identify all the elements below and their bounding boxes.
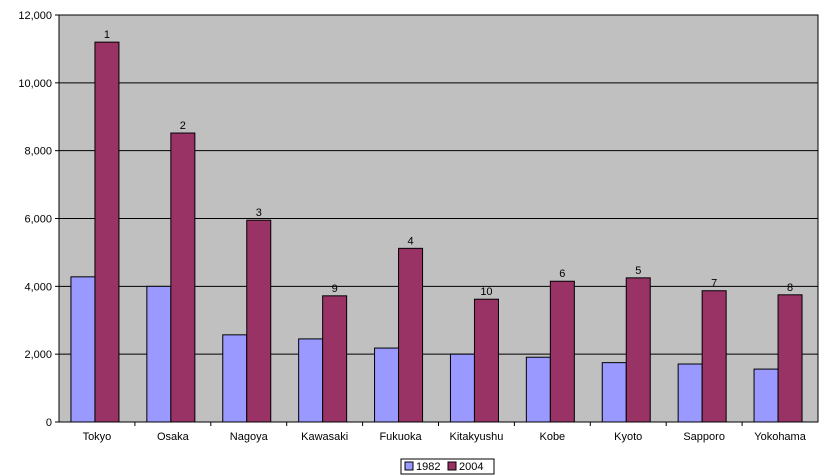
x-tick-label-kyoto: Kyoto: [614, 431, 642, 443]
x-tick-label-yokohama: Yokohama: [754, 431, 806, 443]
bar-1982-yokohama: [753, 368, 779, 423]
bar-2004-yokohama: [777, 294, 803, 423]
bar-2004-osaka: [170, 132, 196, 423]
x-tick-label-osaka: Osaka: [157, 431, 190, 443]
data-label-kawasaki: 9: [332, 283, 338, 295]
bar-1982-kawasaki: [298, 338, 324, 423]
data-label-tokyo: 1: [104, 29, 110, 41]
data-labels: 1 2 3 9 4 10 6 5 7 8: [104, 29, 793, 298]
bar-2004-kawasaki: [322, 295, 348, 423]
bar-2004-kobe: [549, 280, 575, 423]
legend-label-1982: 1982: [416, 461, 440, 473]
x-tick-label-kawasaki: Kawasaki: [301, 431, 348, 443]
legend-swatch-2004: [447, 461, 457, 471]
bars: [70, 41, 803, 423]
data-label-yokohama: 8: [787, 282, 793, 294]
y-tick-label: 10,000: [18, 78, 52, 90]
x-tick-label-tokyo: Tokyo: [83, 431, 112, 443]
bar-1982-sapporo: [677, 363, 703, 423]
bar-2004-kyoto: [625, 277, 651, 423]
x-tick-label-sapporo: Sapporo: [683, 431, 725, 443]
bar-1982-tokyo: [70, 276, 96, 423]
bar-1982-kitakyushu: [449, 353, 475, 423]
legend-swatch-1982: [404, 461, 414, 471]
bar-1982-nagoya: [222, 334, 248, 423]
y-tick-label: 8,000: [24, 146, 52, 158]
y-tick-label: 12,000: [18, 10, 52, 22]
x-tick-label-kitakyushu: Kitakyushu: [450, 431, 504, 443]
bar-2004-sapporo: [701, 290, 727, 423]
data-label-kyoto: 5: [635, 265, 641, 277]
bar-2004-nagoya: [246, 219, 272, 423]
x-tick-label-nagoya: Nagoya: [230, 431, 269, 443]
bar-1982-kobe: [525, 356, 551, 423]
y-tick-label: 2,000: [24, 349, 52, 361]
data-label-fukuoka: 4: [407, 235, 413, 247]
bar-2004-kitakyushu: [473, 298, 499, 423]
data-label-kitakyushu: 10: [480, 286, 492, 298]
bar-1982-fukuoka: [374, 347, 400, 423]
x-tick-label-kobe: Kobe: [539, 431, 565, 443]
data-label-osaka: 2: [180, 120, 186, 132]
legend-label-2004: 2004: [459, 461, 483, 473]
y-axis-ticks: 0 2,000 4,000 6,000 8,000 10,000 12,000: [18, 10, 59, 429]
bar-2004-tokyo: [94, 41, 120, 423]
y-tick-label: 0: [46, 417, 52, 429]
x-axis-labels: Tokyo Osaka Nagoya Kawasaki Fukuoka Kitakyush…: [83, 422, 807, 443]
bar-2004-fukuoka: [398, 247, 424, 423]
data-label-nagoya: 3: [256, 207, 262, 219]
legend: 1982 2004: [400, 458, 495, 475]
y-tick-label: 4,000: [24, 281, 52, 293]
data-label-sapporo: 7: [711, 278, 717, 290]
bar-1982-kyoto: [601, 362, 627, 423]
y-tick-label: 6,000: [24, 214, 52, 226]
x-tick-label-fukuoka: Fukuoka: [379, 431, 422, 443]
bar-1982-osaka: [146, 285, 172, 423]
data-label-kobe: 6: [559, 268, 565, 280]
